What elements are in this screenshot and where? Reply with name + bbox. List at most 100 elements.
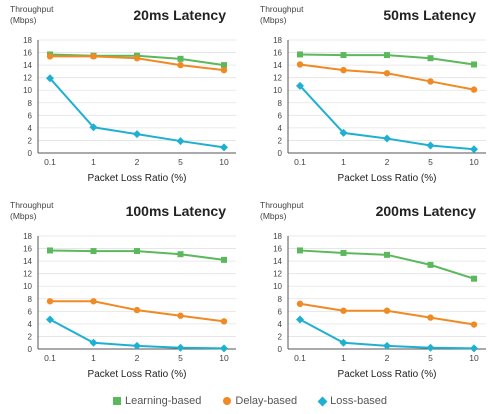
data-point-loss xyxy=(339,338,348,347)
data-point-loss xyxy=(296,81,304,90)
legend-item-learning: Learning-based xyxy=(112,395,201,407)
x-axis-label: Packet Loss Ratio (%) xyxy=(338,173,437,184)
y-tick-label: 4 xyxy=(278,320,283,329)
chart-title: 200ms Latency xyxy=(376,203,477,219)
x-axis-label: Packet Loss Ratio (%) xyxy=(338,369,437,380)
data-point-loss xyxy=(89,338,98,347)
data-point-loss xyxy=(339,128,348,137)
x-tick-label: 10 xyxy=(469,353,479,363)
y-tick-label: 10 xyxy=(23,86,32,95)
chart-panel-20ms: Throughput (Mbps) 20ms Latency 0 2 4 6 8 10 12 14 1… xyxy=(6,2,246,202)
y-tick-label: 12 xyxy=(273,270,282,279)
legend-circle-marker-icon xyxy=(223,397,232,405)
data-point-delay xyxy=(177,312,184,319)
data-point-learning xyxy=(471,275,477,282)
data-point-delay xyxy=(133,55,141,62)
data-point-learning xyxy=(134,248,140,255)
data-point-delay xyxy=(296,61,304,68)
chart-svg-20ms: Throughput(Mbps) 20ms Latency024681012141… xyxy=(10,4,236,184)
y-tick-label: 14 xyxy=(23,257,32,266)
x-tick-label: 0.1 xyxy=(294,157,306,167)
y-tick-label: 0 xyxy=(278,149,283,158)
y-tick-label: 18 xyxy=(23,232,32,241)
data-point-learning xyxy=(90,248,97,255)
y-tick-label: 8 xyxy=(28,295,33,304)
chart-title: 50ms Latency xyxy=(383,7,476,23)
y-tick-label: 8 xyxy=(278,295,283,304)
y-tick-label: 4 xyxy=(28,320,33,329)
data-point-loss xyxy=(296,315,304,324)
chart-svg-200ms: Throughput(Mbps) 200ms Latency02468101214… xyxy=(260,200,486,380)
y-axis-unit: (Mbps) xyxy=(260,15,287,25)
legend-diamond-marker-icon xyxy=(317,396,328,406)
x-tick-label: 5 xyxy=(428,157,433,167)
data-point-loss xyxy=(220,344,228,353)
y-tick-label: 10 xyxy=(273,86,282,95)
y-tick-label: 2 xyxy=(278,332,283,341)
data-point-delay xyxy=(383,307,391,314)
x-tick-label: 0.1 xyxy=(44,353,56,363)
x-tick-label: 0.1 xyxy=(294,353,306,363)
y-tick-label: 12 xyxy=(273,74,282,83)
data-point-loss xyxy=(383,134,391,143)
x-axis-label: Packet Loss Ratio (%) xyxy=(88,369,187,380)
x-tick-label: 2 xyxy=(135,157,140,167)
data-point-learning xyxy=(177,55,184,62)
y-tick-label: 8 xyxy=(278,99,283,108)
data-point-delay xyxy=(46,53,54,60)
y-tick-label: 16 xyxy=(23,49,32,58)
data-point-delay xyxy=(470,321,478,328)
data-point-delay xyxy=(470,86,478,93)
y-tick-label: 14 xyxy=(273,257,282,266)
data-point-loss xyxy=(176,137,185,146)
data-point-delay xyxy=(427,78,434,85)
chart-title: 20ms Latency xyxy=(133,7,226,23)
data-point-delay xyxy=(46,298,54,305)
data-point-learning xyxy=(340,249,347,256)
x-tick-label: 10 xyxy=(219,157,229,167)
x-tick-label: 2 xyxy=(385,353,390,363)
data-point-learning xyxy=(47,247,53,254)
data-point-delay xyxy=(220,318,228,325)
y-axis-unit: (Mbps) xyxy=(10,211,37,221)
y-tick-label: 2 xyxy=(278,136,283,145)
legend-label-loss: Loss-based xyxy=(330,395,388,407)
y-axis-label: Throughput xyxy=(10,200,54,210)
y-tick-label: 0 xyxy=(28,345,33,354)
data-point-delay xyxy=(90,53,97,60)
y-axis-label: Throughput xyxy=(260,4,304,14)
data-point-delay xyxy=(340,307,347,314)
y-tick-label: 16 xyxy=(23,245,32,254)
data-point-loss xyxy=(220,143,228,152)
x-tick-label: 1 xyxy=(91,157,96,167)
x-tick-label: 10 xyxy=(219,353,229,363)
data-point-delay xyxy=(133,306,141,314)
x-tick-label: 1 xyxy=(341,353,346,363)
y-tick-label: 2 xyxy=(28,332,33,341)
y-axis-label: Throughput xyxy=(10,4,54,14)
legend-item-loss: Loss-based xyxy=(317,395,388,407)
data-point-loss xyxy=(176,343,185,352)
data-point-delay xyxy=(90,298,97,305)
y-tick-label: 16 xyxy=(273,245,282,254)
chart-title: 100ms Latency xyxy=(126,203,227,219)
data-point-delay xyxy=(427,314,434,321)
series-line-delay xyxy=(299,302,475,326)
data-point-delay xyxy=(177,61,184,69)
data-point-loss xyxy=(46,74,54,83)
legend-label-delay: Delay-based xyxy=(235,395,298,407)
data-point-learning xyxy=(221,62,227,69)
y-tick-label: 6 xyxy=(28,111,33,120)
data-point-learning xyxy=(471,61,477,68)
legend: Learning-based Delay-based Loss-based xyxy=(0,392,500,410)
data-point-loss xyxy=(426,343,435,352)
data-point-delay xyxy=(296,300,304,307)
y-tick-label: 4 xyxy=(28,124,33,133)
chart-panel-200ms: Throughput (Mbps) 200ms Latency 0 2 4 6 8 10 12 14… xyxy=(256,198,496,398)
x-tick-label: 5 xyxy=(178,353,183,363)
data-point-delay xyxy=(383,70,391,77)
y-axis-unit: (Mbps) xyxy=(10,15,37,25)
x-tick-label: 1 xyxy=(341,157,346,167)
y-tick-label: 0 xyxy=(28,149,33,158)
data-point-loss xyxy=(470,145,478,154)
